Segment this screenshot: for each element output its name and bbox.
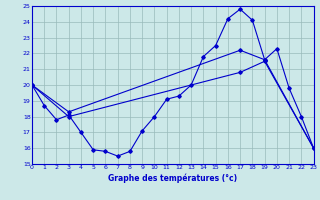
X-axis label: Graphe des températures (°c): Graphe des températures (°c) <box>108 173 237 183</box>
